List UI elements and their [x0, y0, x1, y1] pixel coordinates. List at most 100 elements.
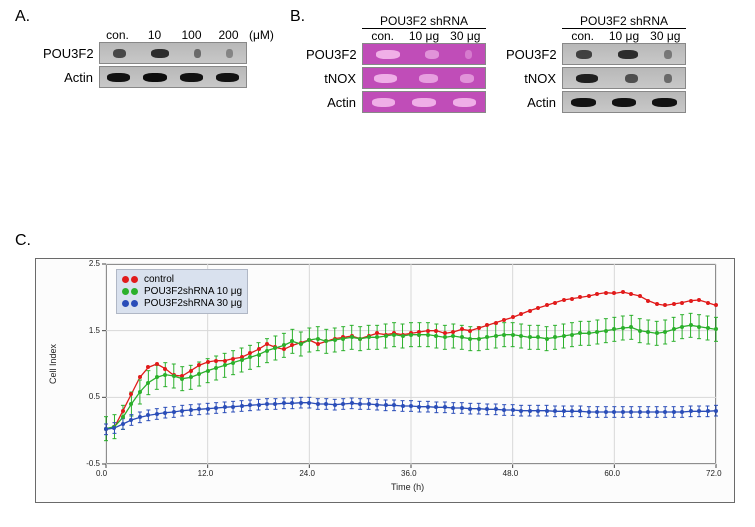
row-label: Actin [43, 70, 99, 85]
panel-b-left: POU3F2 shRNA con. 10 μg 30 μg POU3F2tNOX… [306, 14, 486, 115]
data-point [257, 347, 261, 351]
data-point [401, 334, 405, 338]
data-point [155, 412, 159, 416]
data-point [358, 337, 362, 341]
legend-dot [131, 288, 138, 295]
data-point [672, 302, 676, 306]
data-point [672, 410, 676, 414]
x-tick-label: 72.0 [706, 469, 722, 478]
cell-index-chart: controlPOU3F2shRNA 10 μgPOU3F2shRNA 30 μ… [35, 258, 735, 503]
data-point [562, 409, 566, 413]
data-point [316, 342, 320, 346]
data-point [223, 405, 227, 409]
band [180, 73, 203, 82]
y-tick-label: 1.5 [76, 326, 100, 335]
data-point [562, 334, 566, 338]
legend-dot [131, 276, 138, 283]
blot-strip [362, 91, 486, 113]
blot-row-actin: Actin [43, 66, 274, 88]
data-point [392, 333, 396, 337]
blot-row-pou3f2: POU3F2 [43, 42, 274, 64]
band [216, 73, 239, 82]
data-point [672, 327, 676, 331]
data-point [477, 407, 481, 411]
data-point [604, 291, 608, 295]
legend-item: POU3F2shRNA 10 μg [122, 286, 242, 297]
blot-strip [562, 67, 686, 89]
col-10: 10 [136, 28, 173, 42]
x-tick-label: 12.0 [198, 469, 214, 478]
x-tick-label: 36.0 [401, 469, 417, 478]
data-point [604, 329, 608, 333]
band [571, 98, 596, 107]
data-point [553, 301, 557, 305]
data-point [655, 302, 659, 306]
data-point [511, 408, 515, 412]
data-point [333, 338, 337, 342]
x-tick-label: 0.0 [96, 469, 107, 478]
data-point [316, 402, 320, 406]
data-point [206, 407, 210, 411]
data-point [638, 329, 642, 333]
panel-a-label: A. [15, 8, 30, 26]
band [612, 98, 637, 107]
data-point [494, 334, 498, 338]
data-point [621, 290, 625, 294]
band [107, 73, 130, 82]
data-point [121, 409, 125, 413]
data-point [706, 326, 710, 330]
y-tick-label: 0.5 [76, 392, 100, 401]
legend-dot [131, 300, 138, 307]
data-point [460, 406, 464, 410]
band [576, 50, 592, 59]
legend-item: POU3F2shRNA 30 μg [122, 298, 242, 309]
data-point [638, 410, 642, 414]
data-point [562, 298, 566, 302]
blot-strip [562, 91, 686, 113]
band [460, 74, 474, 83]
data-point [206, 360, 210, 364]
data-point [545, 337, 549, 341]
data-point [477, 337, 481, 341]
data-point [231, 361, 235, 365]
data-point [528, 309, 532, 313]
data-point [494, 321, 498, 325]
data-point [375, 403, 379, 407]
legend-dot [122, 288, 129, 295]
x-axis-label: Time (h) [391, 482, 424, 492]
band [664, 50, 672, 59]
data-point [155, 362, 159, 366]
data-point [409, 333, 413, 337]
data-point [265, 342, 269, 346]
legend-label: control [144, 274, 174, 285]
data-point [426, 405, 430, 409]
y-tick-label: 2.5 [76, 259, 100, 268]
data-point [299, 401, 303, 405]
row-label: POU3F2 [43, 46, 99, 61]
data-point [333, 403, 337, 407]
band [625, 74, 638, 83]
data-point [714, 409, 718, 413]
x-tick-label: 48.0 [503, 469, 519, 478]
band [453, 98, 476, 107]
data-point [341, 337, 345, 341]
data-point [621, 326, 625, 330]
col-con: con. [99, 28, 136, 42]
data-point [545, 303, 549, 307]
data-point [163, 373, 167, 377]
band [576, 74, 598, 83]
band [374, 74, 397, 83]
blot-strip [99, 66, 247, 88]
blot-row-pou3f2: POU3F2 [506, 43, 686, 65]
data-point [163, 411, 167, 415]
band [652, 98, 677, 107]
data-point [401, 404, 405, 408]
data-point [172, 374, 176, 378]
data-point [706, 409, 710, 413]
data-point [121, 422, 125, 426]
band [618, 50, 638, 59]
data-point [502, 333, 506, 337]
row-label: Actin [506, 95, 562, 110]
row-label: POU3F2 [506, 47, 562, 62]
data-point [528, 409, 532, 413]
